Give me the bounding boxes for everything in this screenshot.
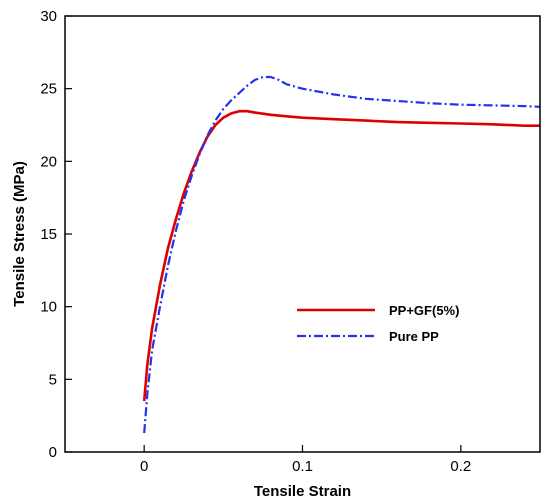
y-tick-label: 0 [49,444,57,461]
x-tick-label: 0.1 [292,458,313,475]
x-tick-label: 0.2 [450,458,471,475]
y-tick-label: 10 [40,299,57,316]
chart-marks [142,75,541,434]
x-tick-label: 0 [140,458,148,475]
y-tick-label: 20 [40,153,57,170]
y-tick-label: 25 [40,81,57,98]
y-tick-label: 30 [40,8,57,25]
chart-ticks: 0 5 10 15 20 25 30 0 0.1 0.2 [40,8,471,475]
series-line-pure-pp [143,75,541,434]
plot-frame [64,15,541,453]
y-axis-label: Tensile Stress (MPa) [11,161,28,307]
series-line-pp-gf [142,109,540,402]
y-tick-label: 15 [40,226,57,243]
legend-label-pp-gf: PP+GF(5%) [389,303,459,318]
legend-label-pure-pp: Pure PP [389,329,439,344]
y-tick-label: 5 [49,371,57,388]
x-axis-label: Tensile Strain [254,483,351,500]
legend: PP+GF(5%) Pure PP [297,303,459,344]
